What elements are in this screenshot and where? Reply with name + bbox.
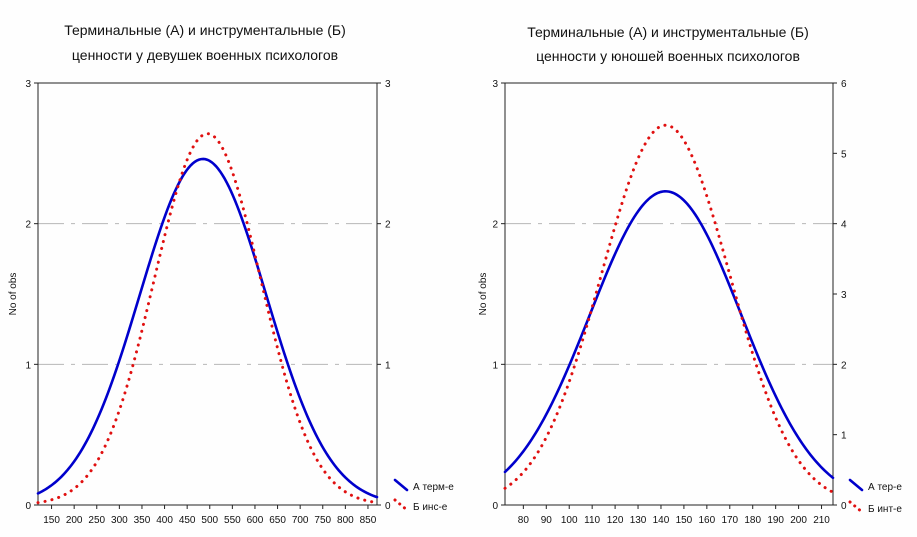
y-tick-label-right: 3 (385, 79, 391, 90)
y-axis-label: No of obs (8, 273, 19, 316)
plot-frame (37, 82, 378, 506)
y-tick-label-right: 0 (841, 501, 847, 512)
y-tick-label-right: 4 (841, 220, 847, 231)
x-tick-label: 200 (66, 515, 83, 526)
legend-label: А терм-е (413, 482, 454, 493)
y-tick-label-right: 1 (385, 360, 391, 371)
x-tick-label: 700 (292, 515, 309, 526)
x-tick-label: 80 (518, 515, 530, 526)
legend-swatch (393, 478, 409, 492)
x-tick-label: 110 (584, 515, 600, 526)
x-tick-label: 140 (653, 515, 670, 526)
y-tick-label-left: 0 (25, 501, 31, 512)
y-tick-label-right: 1 (841, 431, 847, 442)
x-tick-label: 250 (88, 515, 105, 526)
x-tick-label: 180 (744, 515, 761, 526)
y-tick-label-left: 2 (492, 220, 498, 231)
legend-label: А тер-е (868, 482, 902, 493)
series-line-2 (36, 132, 379, 505)
y-tick-label-right: 0 (385, 501, 391, 512)
x-tick-label: 650 (269, 515, 286, 526)
y-axis-label: No of obs (478, 273, 489, 316)
x-tick-label: 200 (790, 515, 807, 526)
x-tick-label: 160 (699, 515, 716, 526)
x-tick-label: 500 (201, 515, 218, 526)
series-line-2 (503, 123, 835, 494)
x-tick-label: 300 (111, 515, 128, 526)
y-tick-label-left: 3 (25, 79, 31, 90)
y-tick-label-left: 2 (25, 220, 31, 231)
y-tick-label-left: 1 (25, 360, 31, 371)
x-tick-label: 850 (360, 515, 377, 526)
legend-label: Б инс-е (413, 502, 448, 513)
x-tick-label: 400 (156, 515, 173, 526)
y-tick-label-right: 3 (841, 290, 847, 301)
x-tick-label: 350 (134, 515, 151, 526)
legend-label: Б инт-е (868, 504, 902, 515)
x-tick-label: 210 (813, 515, 830, 526)
legend-swatch (848, 478, 864, 492)
x-tick-label: 600 (247, 515, 264, 526)
x-tick-label: 750 (314, 515, 331, 526)
y-tick-label-right: 2 (841, 360, 847, 371)
x-tick-label: 130 (630, 515, 647, 526)
chart-1: Терминальные (А) и инструментальные (Б) ц… (8, 22, 454, 526)
plot-frame (504, 82, 834, 506)
x-tick-label: 190 (767, 515, 784, 526)
y-tick-label-right: 6 (841, 79, 847, 90)
series-line-1 (36, 157, 379, 499)
legend-swatch (848, 500, 864, 514)
x-tick-label: 150 (43, 515, 60, 526)
x-tick-label: 550 (224, 515, 241, 526)
x-tick-label: 120 (607, 515, 624, 526)
y-tick-label-right: 5 (841, 149, 847, 160)
legend-swatch (393, 498, 409, 512)
x-tick-label: 150 (676, 515, 693, 526)
y-tick-label-right: 2 (385, 220, 391, 231)
y-tick-label-left: 0 (492, 501, 498, 512)
chart-title-line: Терминальные (А) и инструментальные (Б) (64, 22, 346, 38)
x-tick-label: 450 (179, 515, 196, 526)
chart-2: Терминальные (А) и инструментальные (Б) ц… (478, 24, 902, 526)
x-tick-label: 800 (337, 515, 354, 526)
x-tick-label: 100 (561, 515, 578, 526)
chart-title-line: ценности у юношей военных психологов (536, 48, 800, 64)
y-tick-label-left: 3 (492, 79, 498, 90)
series-line-1 (503, 190, 835, 480)
chart-title-line: ценности у девушек военных психологов (72, 47, 338, 63)
x-tick-label: 90 (541, 515, 553, 526)
chart-title-line: Терминальные (А) и инструментальные (Б) (527, 24, 809, 40)
x-tick-label: 170 (721, 515, 738, 526)
y-tick-label-left: 1 (492, 360, 498, 371)
